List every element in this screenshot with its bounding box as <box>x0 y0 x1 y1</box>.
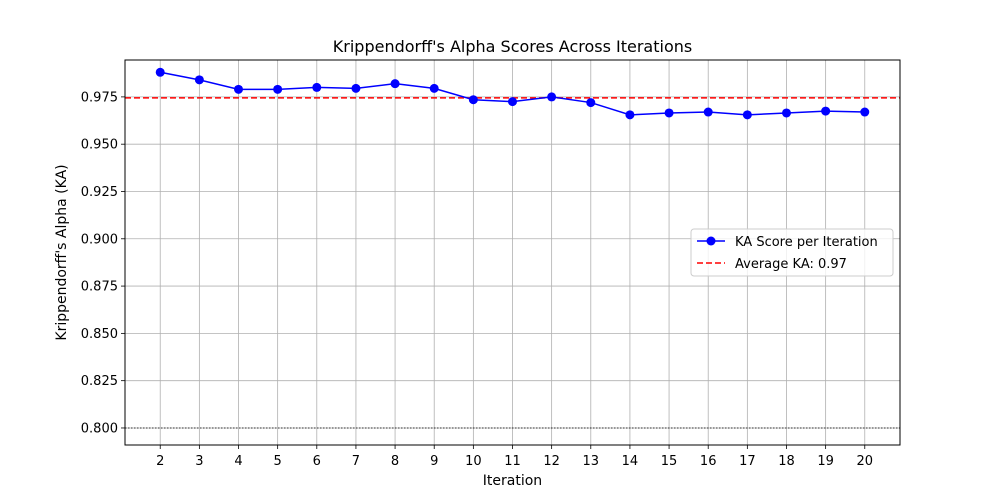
x-axis-ticks: 2 3 4 5 6 7 8 9 10 11 12 13 14 15 16 17 18 19 20 <box>156 445 873 469</box>
data-point <box>234 84 244 94</box>
data-point <box>742 110 752 120</box>
y-tick-label: 0.925 <box>81 185 118 200</box>
y-axis-title: Krippendorff's Alpha (KA) <box>54 164 70 340</box>
y-tick-label: 0.800 <box>81 421 118 436</box>
data-point <box>781 108 791 118</box>
data-point <box>351 83 361 93</box>
x-axis-title: Iteration <box>483 473 542 489</box>
y-tick-label: 0.975 <box>81 90 118 105</box>
x-tick-label: 8 <box>391 454 399 469</box>
x-tick-label: 2 <box>156 454 164 469</box>
data-point <box>429 83 439 93</box>
y-tick-label: 0.900 <box>81 232 118 247</box>
data-point <box>821 106 831 116</box>
x-tick-label: 20 <box>856 454 873 469</box>
x-tick-label: 7 <box>352 454 360 469</box>
y-axis-ticks: 0.800 0.825 0.850 0.875 0.900 0.925 0.950 0.975 <box>81 90 125 436</box>
chart-title: Krippendorff's Alpha Scores Across Itera… <box>333 37 692 56</box>
y-tick-label: 0.850 <box>81 327 118 342</box>
y-tick-label: 0.875 <box>81 280 118 295</box>
x-tick-label: 10 <box>465 454 482 469</box>
data-point <box>468 95 478 105</box>
data-point <box>508 97 517 107</box>
data-point <box>625 110 635 120</box>
data-point <box>390 79 400 89</box>
x-tick-label: 6 <box>313 454 321 469</box>
legend-marker-series <box>706 236 716 246</box>
y-tick-label: 0.950 <box>81 138 118 153</box>
data-point <box>194 75 204 85</box>
data-point <box>155 67 165 77</box>
x-tick-label: 19 <box>817 454 834 469</box>
data-point <box>273 84 283 94</box>
data-point <box>703 107 713 117</box>
x-tick-label: 13 <box>583 454 600 469</box>
data-point <box>860 107 870 117</box>
legend: KA Score per Iteration Average KA: 0.97 <box>690 228 894 277</box>
data-point <box>312 82 322 92</box>
data-point <box>586 98 596 108</box>
x-tick-label: 5 <box>274 454 282 469</box>
data-point <box>547 92 557 102</box>
legend-label-series: KA Score per Iteration <box>735 235 878 250</box>
series-layer <box>155 67 870 120</box>
x-tick-label: 14 <box>622 454 639 469</box>
legend-box <box>690 228 894 277</box>
data-point <box>664 108 674 118</box>
x-tick-label: 17 <box>739 454 756 469</box>
legend-label-average: Average KA: 0.97 <box>735 257 847 272</box>
x-tick-label: 9 <box>430 454 438 469</box>
x-tick-label: 11 <box>504 454 521 469</box>
x-tick-label: 15 <box>661 454 678 469</box>
x-tick-label: 12 <box>543 454 560 469</box>
x-tick-label: 18 <box>778 454 795 469</box>
x-tick-label: 3 <box>195 454 203 469</box>
x-tick-label: 16 <box>700 454 717 469</box>
x-tick-label: 4 <box>234 454 242 469</box>
y-tick-label: 0.825 <box>81 374 118 389</box>
